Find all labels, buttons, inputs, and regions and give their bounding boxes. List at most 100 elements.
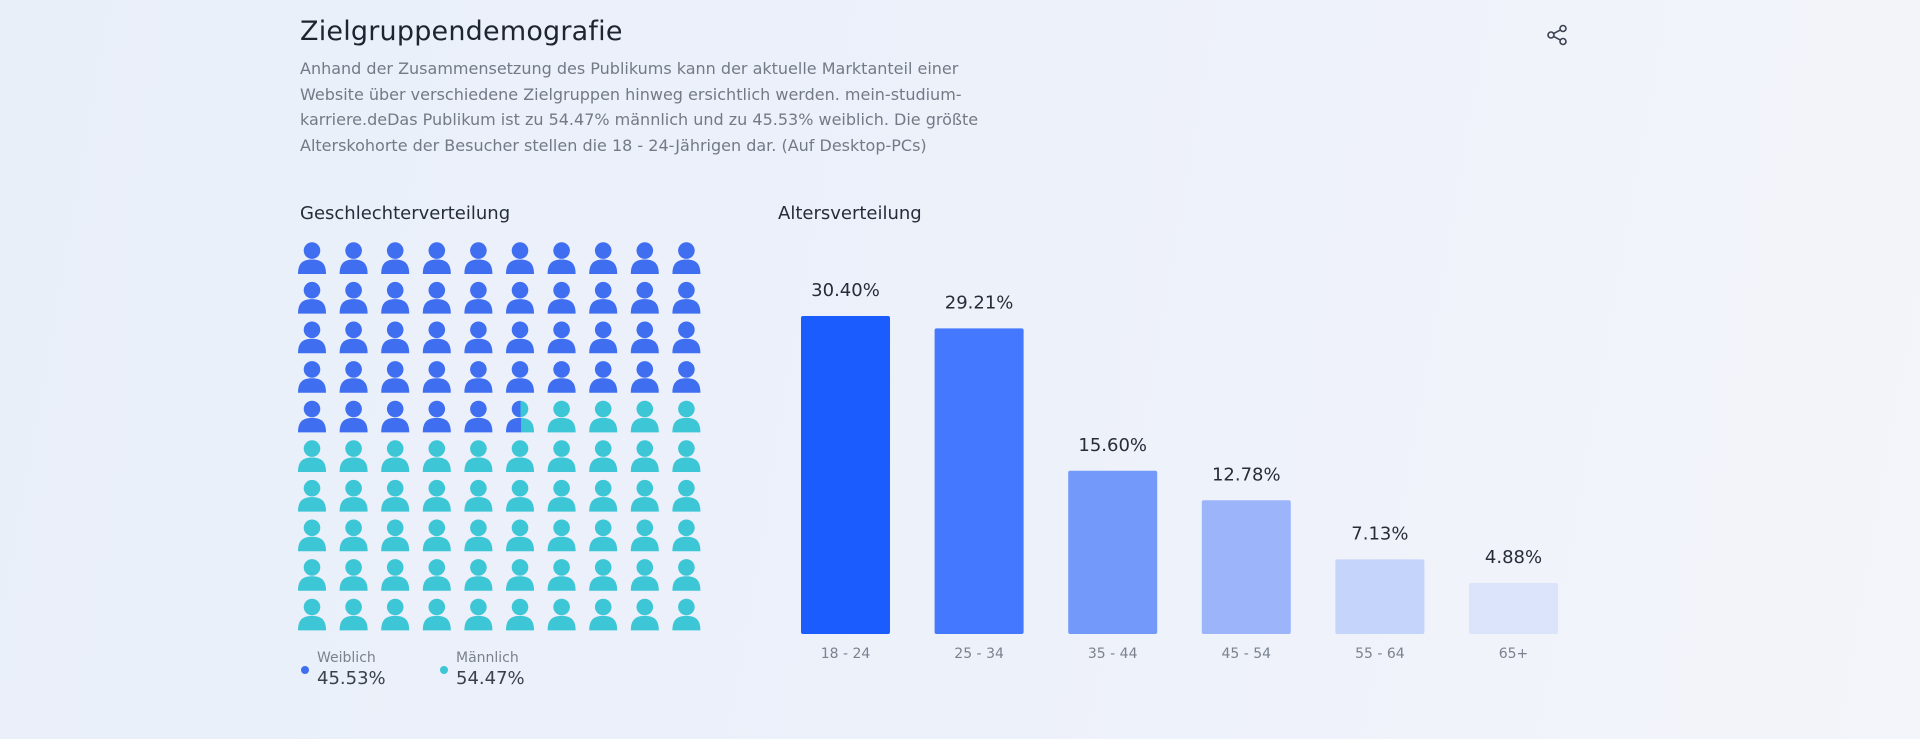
age-data-label: 4.88% <box>1485 547 1542 568</box>
person-icon <box>464 321 493 354</box>
person-icon <box>672 281 701 314</box>
person-icon <box>589 321 618 354</box>
share-icon[interactable] <box>1544 22 1570 48</box>
legend-male-value: 54.47% <box>456 668 525 689</box>
legend-male-label: Männlich <box>456 650 519 666</box>
person-icon <box>464 519 493 552</box>
person-icon <box>589 479 618 512</box>
legend-male: Männlich 54.47% <box>437 650 567 692</box>
person-icon <box>298 321 326 354</box>
age-bar-chart: 30.40% 18 - 24 29.21% 25 - 34 15.60% 35 - 44 1… <box>790 265 1570 675</box>
person-icon <box>422 440 451 472</box>
person-icon <box>464 361 493 393</box>
person-icon <box>381 440 410 472</box>
age-tick-label: 25 - 34 <box>954 646 1004 662</box>
gender-pictograph <box>298 242 706 640</box>
person-icon <box>298 400 326 433</box>
age-tick-label: 45 - 54 <box>1222 646 1272 662</box>
person-icon <box>506 559 534 591</box>
legend-female-label: Weiblich <box>317 650 376 666</box>
person-icon <box>464 281 493 314</box>
person-icon <box>630 479 659 512</box>
person-icon <box>464 559 493 591</box>
person-icon <box>672 242 701 274</box>
person-icon <box>506 321 534 354</box>
person-icon <box>547 440 576 472</box>
person-icon <box>381 479 410 512</box>
person-icon <box>547 598 576 631</box>
age-bar-6 <box>1469 583 1558 634</box>
legend-male-dot <box>440 666 448 674</box>
person-icon <box>589 559 618 591</box>
person-icon <box>298 479 326 512</box>
person-icon <box>630 559 659 591</box>
person-icon <box>298 242 326 274</box>
person-icon <box>339 321 368 354</box>
age-tick-label: 18 - 24 <box>821 646 871 662</box>
person-icon <box>422 519 451 552</box>
person-icon <box>547 361 576 393</box>
person-icon <box>381 321 410 354</box>
person-icon <box>298 598 326 631</box>
person-icon <box>672 440 701 472</box>
person-icon <box>339 281 368 314</box>
age-bar-5 <box>1335 559 1425 634</box>
person-icon <box>381 281 410 314</box>
person-icon <box>339 559 368 591</box>
person-icon <box>298 519 326 552</box>
person-icon <box>547 242 576 274</box>
person-icon <box>422 479 451 512</box>
person-icon <box>506 519 534 552</box>
age-bar-3 <box>1068 470 1158 634</box>
person-icon <box>339 361 368 393</box>
person-icon <box>672 598 701 631</box>
person-icon <box>381 361 410 393</box>
person-icon <box>589 440 618 472</box>
person-icon <box>422 281 451 314</box>
person-icon <box>672 321 701 354</box>
person-icon <box>339 479 368 512</box>
person-icon <box>547 321 576 354</box>
person-icon <box>298 559 326 591</box>
person-icon <box>422 559 451 591</box>
section-title: Zielgruppendemografie <box>300 16 623 47</box>
person-icon <box>672 479 701 512</box>
person-icon <box>381 400 410 433</box>
age-bar-1 <box>801 316 890 634</box>
age-tick-label: 65+ <box>1499 646 1529 662</box>
person-icon <box>422 361 451 393</box>
person-icon <box>589 361 618 393</box>
person-icon <box>589 598 618 631</box>
legend-female-dot <box>301 666 309 674</box>
person-icon <box>589 281 618 314</box>
person-icon <box>630 242 659 274</box>
person-icon <box>464 400 493 433</box>
person-icon <box>339 598 368 631</box>
person-icon <box>464 440 493 472</box>
person-icon <box>506 400 534 433</box>
person-icon <box>464 598 493 631</box>
age-tick-label: 35 - 44 <box>1088 646 1138 662</box>
person-icon <box>547 559 576 591</box>
person-icon <box>422 321 451 354</box>
person-icon <box>339 242 368 274</box>
age-data-label: 7.13% <box>1351 523 1408 544</box>
age-data-label: 12.78% <box>1212 464 1281 485</box>
person-icon <box>506 598 534 631</box>
person-icon <box>547 519 576 552</box>
age-tick-label: 55 - 64 <box>1355 646 1405 662</box>
person-icon <box>339 440 368 472</box>
legend-female-value: 45.53% <box>317 668 386 689</box>
age-bar-4 <box>1201 500 1291 634</box>
person-icon <box>298 281 326 314</box>
person-icon <box>506 361 534 393</box>
person-icon <box>339 519 368 552</box>
age-data-label: 15.60% <box>1078 435 1147 456</box>
person-icon <box>422 400 451 433</box>
person-icon <box>672 361 701 393</box>
person-icon <box>381 598 410 631</box>
person-icon <box>381 242 410 274</box>
person-icon <box>298 361 326 393</box>
person-icon <box>464 479 493 512</box>
gender-chart-title: Geschlechterverteilung <box>300 203 511 224</box>
